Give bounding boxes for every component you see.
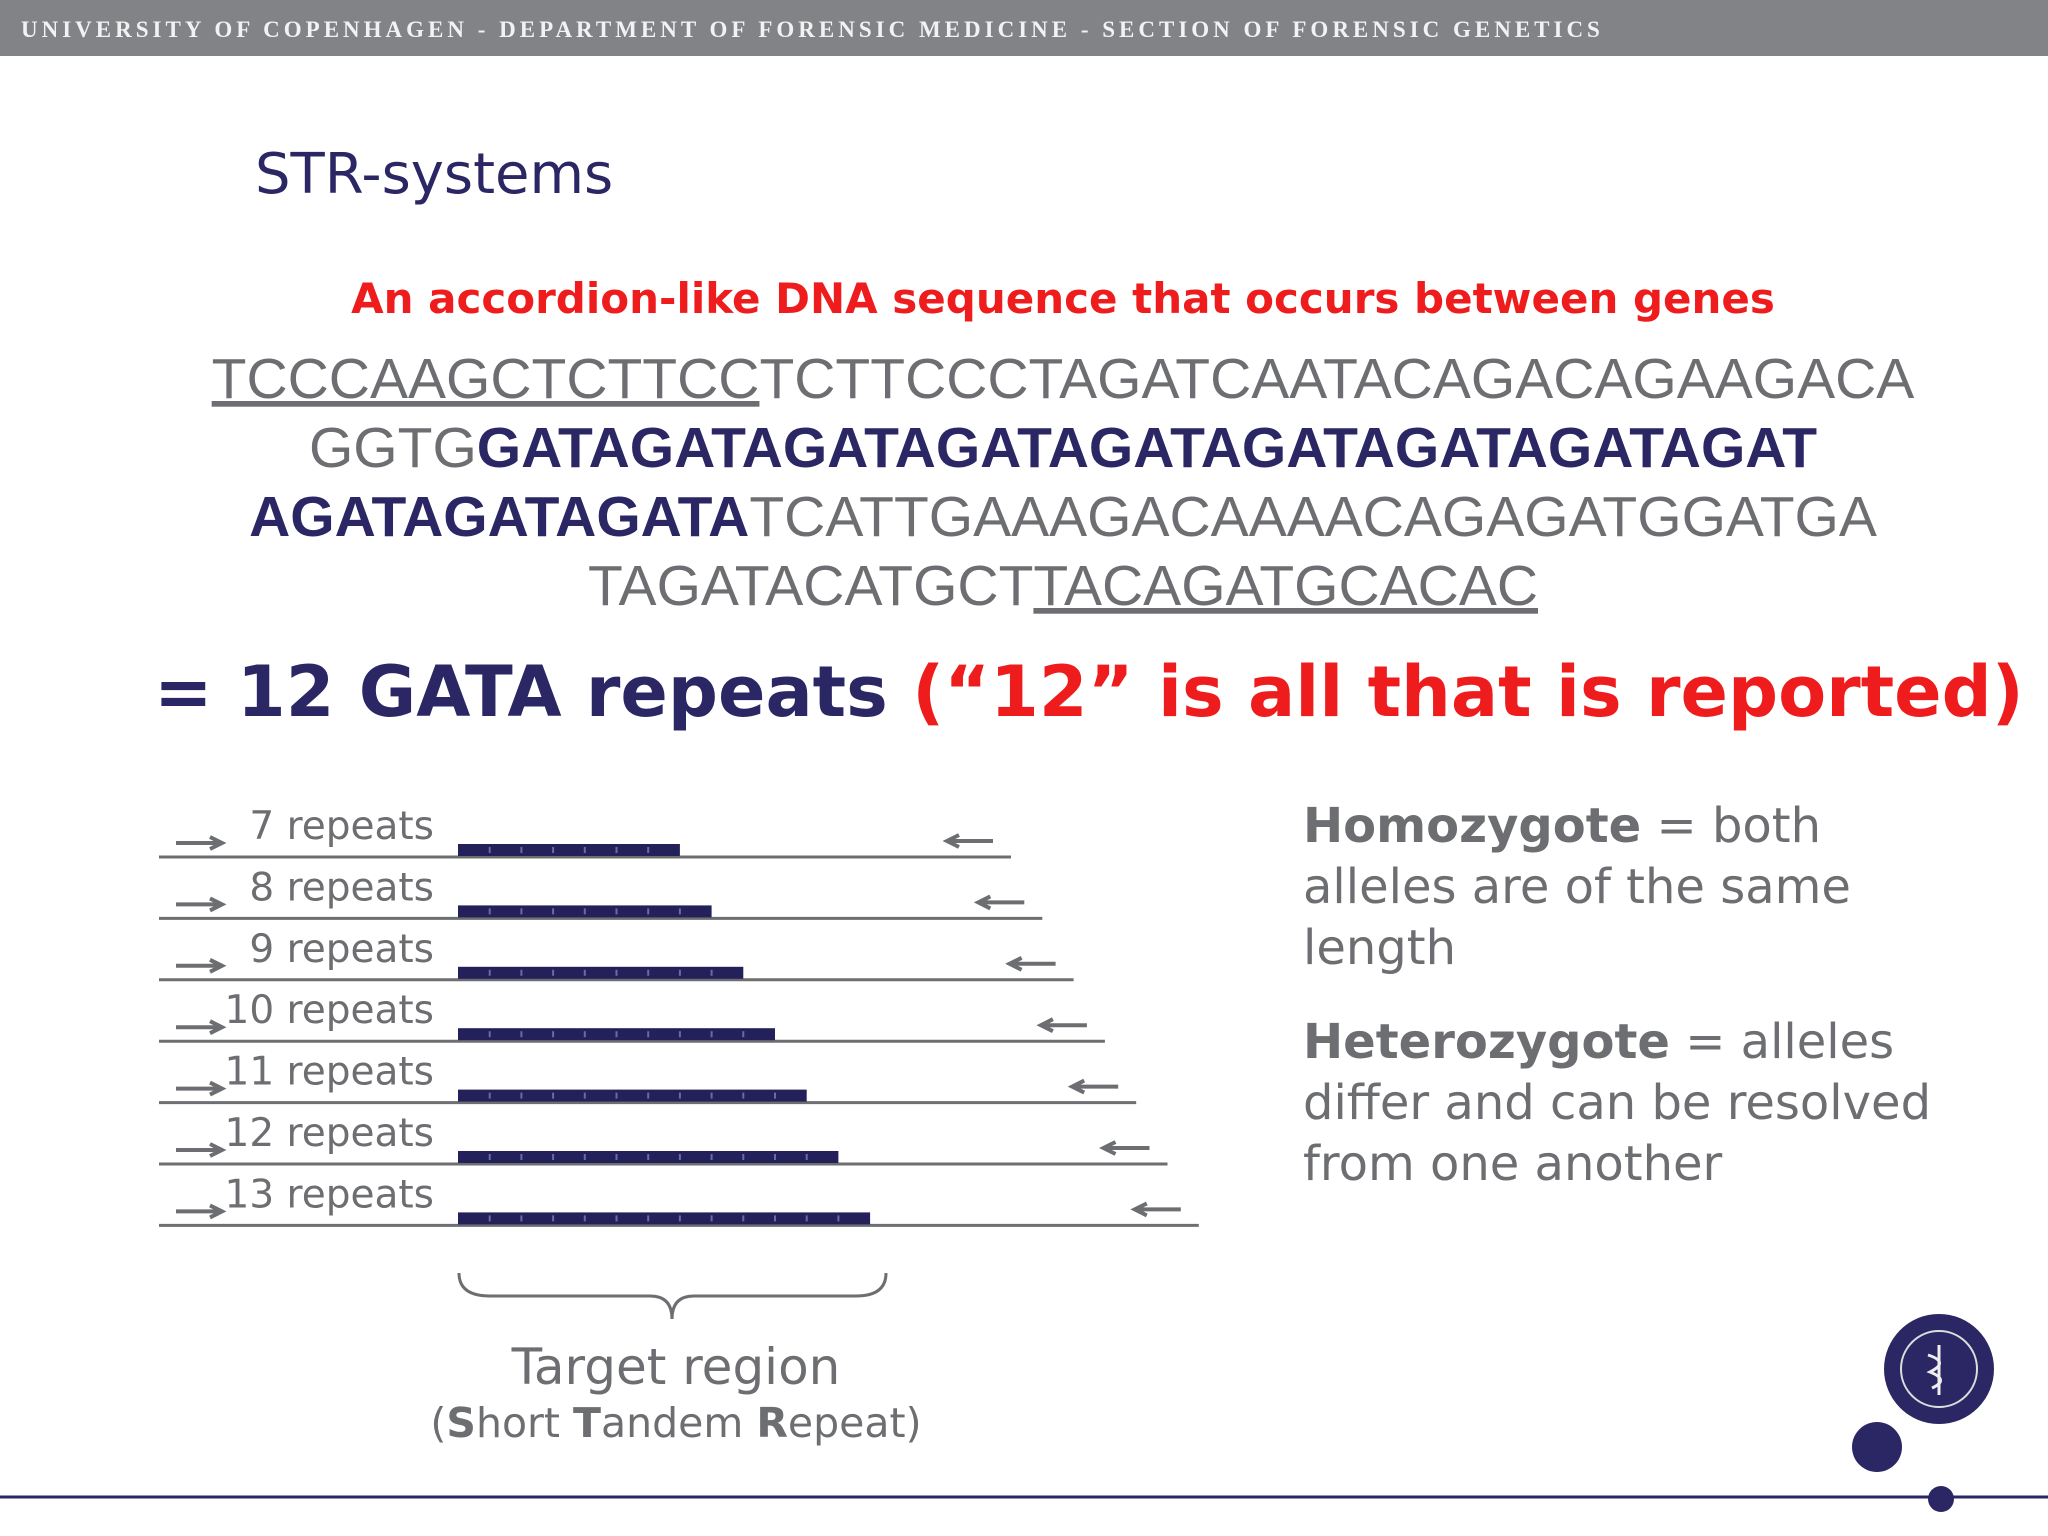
text-segment: T bbox=[573, 1399, 601, 1447]
text-segment: TAGATACATGCT bbox=[588, 554, 1033, 618]
definition-line: differ and can be resolved bbox=[1303, 1075, 1931, 1131]
text-segment: = 12 GATA repeats bbox=[154, 651, 912, 733]
logo-dot bbox=[1852, 1422, 1902, 1472]
text-segment: length bbox=[1303, 920, 1456, 976]
seal-emblem bbox=[1926, 1345, 1942, 1395]
definition-line: from one another bbox=[1303, 1136, 1723, 1192]
text-segment: ( bbox=[430, 1399, 446, 1447]
forward-primer bbox=[176, 896, 227, 913]
allele-label: 13 repeats bbox=[225, 1172, 434, 1217]
text-segment: = both bbox=[1641, 798, 1821, 854]
reverse-primer bbox=[1099, 1140, 1150, 1156]
reverse-primer bbox=[1005, 956, 1056, 972]
forward-primer bbox=[176, 1019, 227, 1035]
slide-title: STR-systems bbox=[255, 142, 613, 207]
reverse-primer bbox=[1036, 1017, 1087, 1033]
text-segment: hort bbox=[476, 1399, 573, 1447]
subtitle: An accordion-like DNA sequence that occu… bbox=[351, 274, 1775, 323]
header-bar bbox=[0, 0, 2048, 56]
allele-label: 10 repeats bbox=[225, 988, 434, 1033]
allele-label: 12 repeats bbox=[225, 1111, 434, 1156]
text-segment: andem bbox=[601, 1399, 756, 1447]
target-brace bbox=[457, 1272, 888, 1320]
target-title: Target region bbox=[511, 1338, 841, 1396]
text-segment: alleles are of the same bbox=[1303, 859, 1851, 915]
allele-label: 11 repeats bbox=[225, 1050, 434, 1095]
target-subtitle: (Short Tandem Repeat) bbox=[430, 1399, 921, 1447]
forward-primer bbox=[176, 835, 227, 851]
text-segment: Homozygote bbox=[1303, 798, 1641, 854]
definition-line: length bbox=[1303, 920, 1456, 976]
text-segment: TCATTGAAAGACAAAACAGAGATGGATGA bbox=[749, 485, 1877, 549]
text-segment: (“12” is all that is reported) bbox=[912, 651, 2024, 733]
text-segment: differ and can be resolved bbox=[1303, 1075, 1931, 1131]
reverse-primer bbox=[973, 894, 1025, 911]
result-line: = 12 GATA repeats (“12” is all that is r… bbox=[154, 651, 2024, 733]
sequence-line: TCCCAAGCTCTTCCTCTTCCCTAGATCAATACAGACAGAA… bbox=[212, 347, 1915, 411]
header-text: UNIVERSITY OF COPENHAGEN - DEPARTMENT OF… bbox=[21, 17, 1604, 42]
text-segment: S bbox=[446, 1399, 476, 1447]
repeat-block bbox=[458, 966, 744, 979]
forward-primer bbox=[176, 1080, 227, 1097]
forward-primer bbox=[176, 1203, 227, 1220]
text-segment: AGATAGATAGATA bbox=[249, 485, 749, 549]
text-segment: epeat) bbox=[788, 1399, 922, 1447]
definition-line: alleles are of the same bbox=[1303, 859, 1851, 915]
repeat-block bbox=[458, 1089, 807, 1102]
sequence-line: GGTGGATAGATAGATAGATAGATAGATAGATAGATAGAT bbox=[309, 416, 1817, 480]
sequence-line: TAGATACATGCTTACAGATGCACAC bbox=[588, 554, 1538, 618]
footer-dot bbox=[1928, 1486, 1954, 1512]
text-segment: TCCCAAGCTCTTCC bbox=[212, 347, 760, 411]
text-segment: TCTTCCCTAGATCAATACAGACAGAAGACA bbox=[759, 347, 1914, 411]
allele-label: 7 repeats bbox=[249, 804, 434, 849]
text-segment: = alleles bbox=[1670, 1014, 1894, 1070]
repeat-block bbox=[458, 844, 680, 856]
repeat-block bbox=[458, 1212, 871, 1225]
text-segment: GGTG bbox=[309, 416, 477, 480]
sequence-line: AGATAGATAGATATCATTGAAAGACAAAACAGAGATGGAT… bbox=[249, 485, 1877, 549]
reverse-primer bbox=[942, 833, 993, 849]
allele-label: 8 repeats bbox=[249, 865, 434, 910]
text-segment: GATAGATAGATAGATAGATAGATAGATAGATAGAT bbox=[477, 416, 1817, 480]
reverse-primer bbox=[1067, 1078, 1119, 1095]
reverse-primer bbox=[1130, 1201, 1181, 1218]
definition-line: Heterozygote = alleles bbox=[1303, 1014, 1894, 1070]
text-segment: from one another bbox=[1303, 1136, 1723, 1192]
text-segment: R bbox=[756, 1399, 788, 1447]
text-segment: TACAGATGCACAC bbox=[1033, 554, 1538, 618]
text-segment: Heterozygote bbox=[1303, 1014, 1670, 1070]
seal-ring bbox=[1900, 1330, 1978, 1408]
forward-primer bbox=[176, 958, 227, 974]
allele-label: 9 repeats bbox=[249, 927, 434, 972]
forward-primer bbox=[176, 1142, 227, 1158]
definition-line: Homozygote = both bbox=[1303, 798, 1821, 854]
